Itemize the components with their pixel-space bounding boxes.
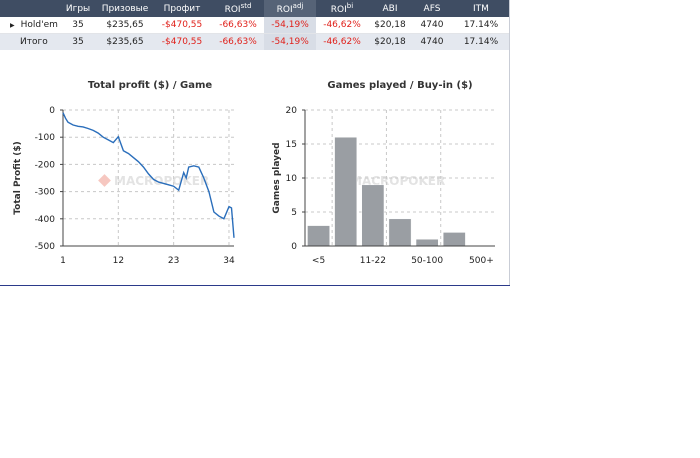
header-roi-std-label: ROI: [224, 5, 241, 15]
x-tick-label: 1: [60, 256, 66, 266]
header-roi-std[interactable]: ROIstd: [212, 0, 264, 17]
cell-games: 35: [58, 33, 98, 50]
cell-profit: -$470,55: [152, 17, 212, 34]
profit-chart-title: Total profit ($) / Game: [87, 80, 213, 91]
profit-series-line: [62, 112, 235, 238]
header-roi-std-sup: std: [240, 2, 252, 10]
row-name: Итого: [0, 33, 58, 50]
x-tick-label: 500+: [469, 256, 494, 266]
expand-triangle-icon[interactable]: ▶: [10, 22, 15, 29]
cell-roi-bi: -46,62%: [316, 17, 368, 34]
table-row-total: Итого 35 $235,65 -$470,55 -66,63% -54,19…: [0, 33, 510, 50]
cell-itm: 17.14%: [452, 17, 510, 34]
y-tick-label: 15: [286, 140, 297, 150]
header-roi-bi-label: ROI: [330, 5, 347, 15]
cell-roi-std: -66,63%: [212, 33, 264, 50]
profit-line-chart: MACROPOKER 1 12 23 34 0 -100 -200 -300 -400 -500 To…: [13, 106, 235, 266]
y-tick-label: 0: [291, 242, 297, 252]
cell-prize: $235,65: [98, 33, 152, 50]
cell-abi: $20,18: [368, 33, 412, 50]
x-tick-label: 12: [113, 256, 124, 266]
bar-4: [415, 238, 439, 247]
y-tick-label: 0: [49, 106, 55, 116]
header-roi-adj[interactable]: ROIadj: [264, 0, 316, 17]
x-tick-label: 23: [168, 256, 179, 266]
y-tick-label: -500: [35, 242, 56, 252]
y-tick-label: -100: [35, 133, 56, 143]
header-name: [0, 0, 58, 17]
cell-roi-adj: -54,19%: [264, 17, 316, 34]
x-tick-label: <5: [312, 256, 325, 266]
header-roi-bi-sup: bi: [346, 2, 354, 10]
y-tick-label: -200: [35, 160, 56, 170]
header-prize[interactable]: Призовые: [98, 0, 152, 17]
cell-roi-bi: -46,62%: [316, 33, 368, 50]
header-roi-adj-label: ROI: [276, 5, 293, 15]
cell-games: 35: [58, 17, 98, 34]
header-games[interactable]: Игры: [58, 0, 98, 17]
watermark-text: MACROPOKER: [114, 174, 209, 188]
y-tick-label: 5: [291, 208, 297, 218]
y-tick-label: -400: [35, 215, 56, 225]
bar-0: [307, 225, 330, 247]
row-name: Hold'em: [20, 20, 58, 30]
stats-table: Игры Призовые Профит ROIstd ROIadj ROIbi…: [0, 0, 510, 50]
header-roi-bi[interactable]: ROIbi: [316, 0, 368, 17]
x-tick-label: 34: [223, 256, 235, 266]
buyin-chart-title: Games played / Buy-in ($): [327, 80, 473, 91]
panel-bottom-border: [0, 285, 510, 286]
y-tick-label: 10: [286, 174, 298, 184]
cell-afs: 4740: [412, 17, 452, 34]
bar-1: [334, 136, 358, 247]
cell-profit: -$470,55: [152, 33, 212, 50]
header-abi[interactable]: ABI: [368, 0, 412, 17]
panel-right-border: [509, 0, 510, 286]
bar-5: [442, 232, 466, 247]
table-row-holdem[interactable]: ▶ Hold'em 35 $235,65 -$470,55 -66,63% -54…: [0, 17, 510, 34]
x-tick-label: 11-22: [360, 256, 386, 266]
y-axis-label: Games played: [272, 142, 282, 213]
y-tick-label: 20: [286, 106, 298, 116]
cell-prize: $235,65: [98, 17, 152, 34]
y-axis-label: Total Profit ($): [13, 141, 23, 215]
watermark-diamond-icon: [98, 174, 111, 187]
cell-itm: 17.14%: [452, 33, 510, 50]
bar-3: [388, 218, 412, 247]
stats-panel: Игры Призовые Профит ROIstd ROIadj ROIbi…: [0, 0, 510, 286]
table-header-row: Игры Призовые Профит ROIstd ROIadj ROIbi…: [0, 0, 510, 17]
header-afs[interactable]: AFS: [412, 0, 452, 17]
header-roi-adj-sup: adj: [292, 2, 304, 10]
macropoker-watermark: MACROPOKER: [98, 174, 209, 188]
cell-roi-adj: -54,19%: [264, 33, 316, 50]
header-profit[interactable]: Профит: [152, 0, 212, 17]
row-name-cell[interactable]: ▶ Hold'em: [0, 17, 58, 34]
cell-roi-std: -66,63%: [212, 17, 264, 34]
header-itm[interactable]: ITM: [452, 0, 510, 17]
bar-2: [361, 184, 385, 247]
x-tick-label: 50-100: [411, 256, 443, 266]
y-tick-label: -300: [35, 188, 56, 198]
cell-afs: 4740: [412, 33, 452, 50]
cell-abi: $20,18: [368, 17, 412, 34]
